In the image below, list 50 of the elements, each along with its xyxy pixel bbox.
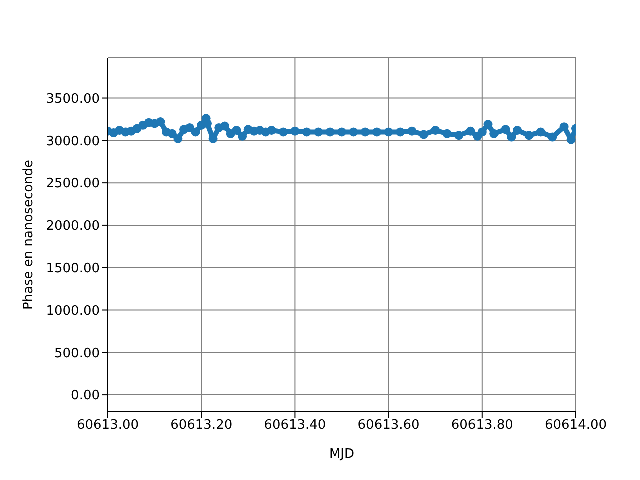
y-tick-label: 1500.00 bbox=[46, 261, 100, 276]
point bbox=[372, 128, 382, 137]
y-tick-label: 3500.00 bbox=[46, 92, 100, 107]
point bbox=[384, 128, 394, 137]
point bbox=[419, 130, 428, 140]
point bbox=[431, 126, 440, 135]
point bbox=[174, 134, 183, 144]
y-tick-label: 3000.00 bbox=[46, 134, 100, 150]
point bbox=[302, 128, 312, 137]
point bbox=[156, 118, 166, 127]
y-tick-label: 1000.00 bbox=[46, 304, 100, 319]
point bbox=[466, 126, 476, 136]
y-tick-label: 0.00 bbox=[71, 388, 100, 404]
x-tick-label: 60613.20 bbox=[170, 418, 233, 434]
point bbox=[349, 128, 358, 137]
point bbox=[560, 122, 569, 132]
point bbox=[490, 129, 499, 138]
point bbox=[507, 132, 516, 142]
point bbox=[220, 122, 230, 131]
y-tick-label: 2500.00 bbox=[46, 176, 100, 192]
point bbox=[396, 128, 405, 137]
point bbox=[338, 128, 346, 137]
point bbox=[168, 129, 177, 138]
x-tick-label: 60613.00 bbox=[76, 418, 140, 434]
y-axis-title: Phase en nanoseconde bbox=[22, 160, 37, 310]
x-tick-label: 60613.40 bbox=[264, 418, 326, 434]
x-axis-title: MJD bbox=[329, 447, 355, 462]
point bbox=[267, 126, 276, 135]
x-tick-label: 60614.00 bbox=[544, 418, 608, 434]
point bbox=[501, 125, 510, 134]
point bbox=[408, 126, 417, 136]
point bbox=[478, 128, 487, 137]
point bbox=[314, 128, 324, 137]
x-tick-label: 60613.80 bbox=[451, 418, 514, 434]
point bbox=[279, 128, 288, 137]
point bbox=[360, 128, 370, 137]
point bbox=[290, 126, 300, 136]
y-tick-label: 2000.00 bbox=[46, 219, 100, 234]
point bbox=[513, 126, 522, 135]
point bbox=[536, 128, 546, 137]
point bbox=[454, 131, 464, 140]
point bbox=[232, 126, 242, 135]
point bbox=[524, 131, 534, 140]
point bbox=[191, 128, 200, 137]
point bbox=[548, 132, 558, 142]
point bbox=[238, 132, 248, 141]
point bbox=[442, 129, 452, 138]
x-tick-label: 60613.60 bbox=[358, 418, 420, 434]
point bbox=[326, 128, 335, 137]
y-tick-label: 500.00 bbox=[54, 346, 100, 362]
